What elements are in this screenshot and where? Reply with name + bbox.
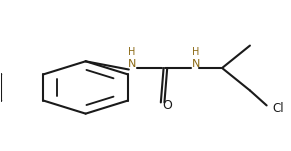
Text: N: N [191, 59, 200, 69]
Text: N: N [127, 59, 136, 69]
Text: H: H [192, 47, 199, 57]
Text: H: H [128, 47, 135, 57]
Text: O: O [162, 99, 172, 112]
Text: Cl: Cl [272, 102, 284, 115]
